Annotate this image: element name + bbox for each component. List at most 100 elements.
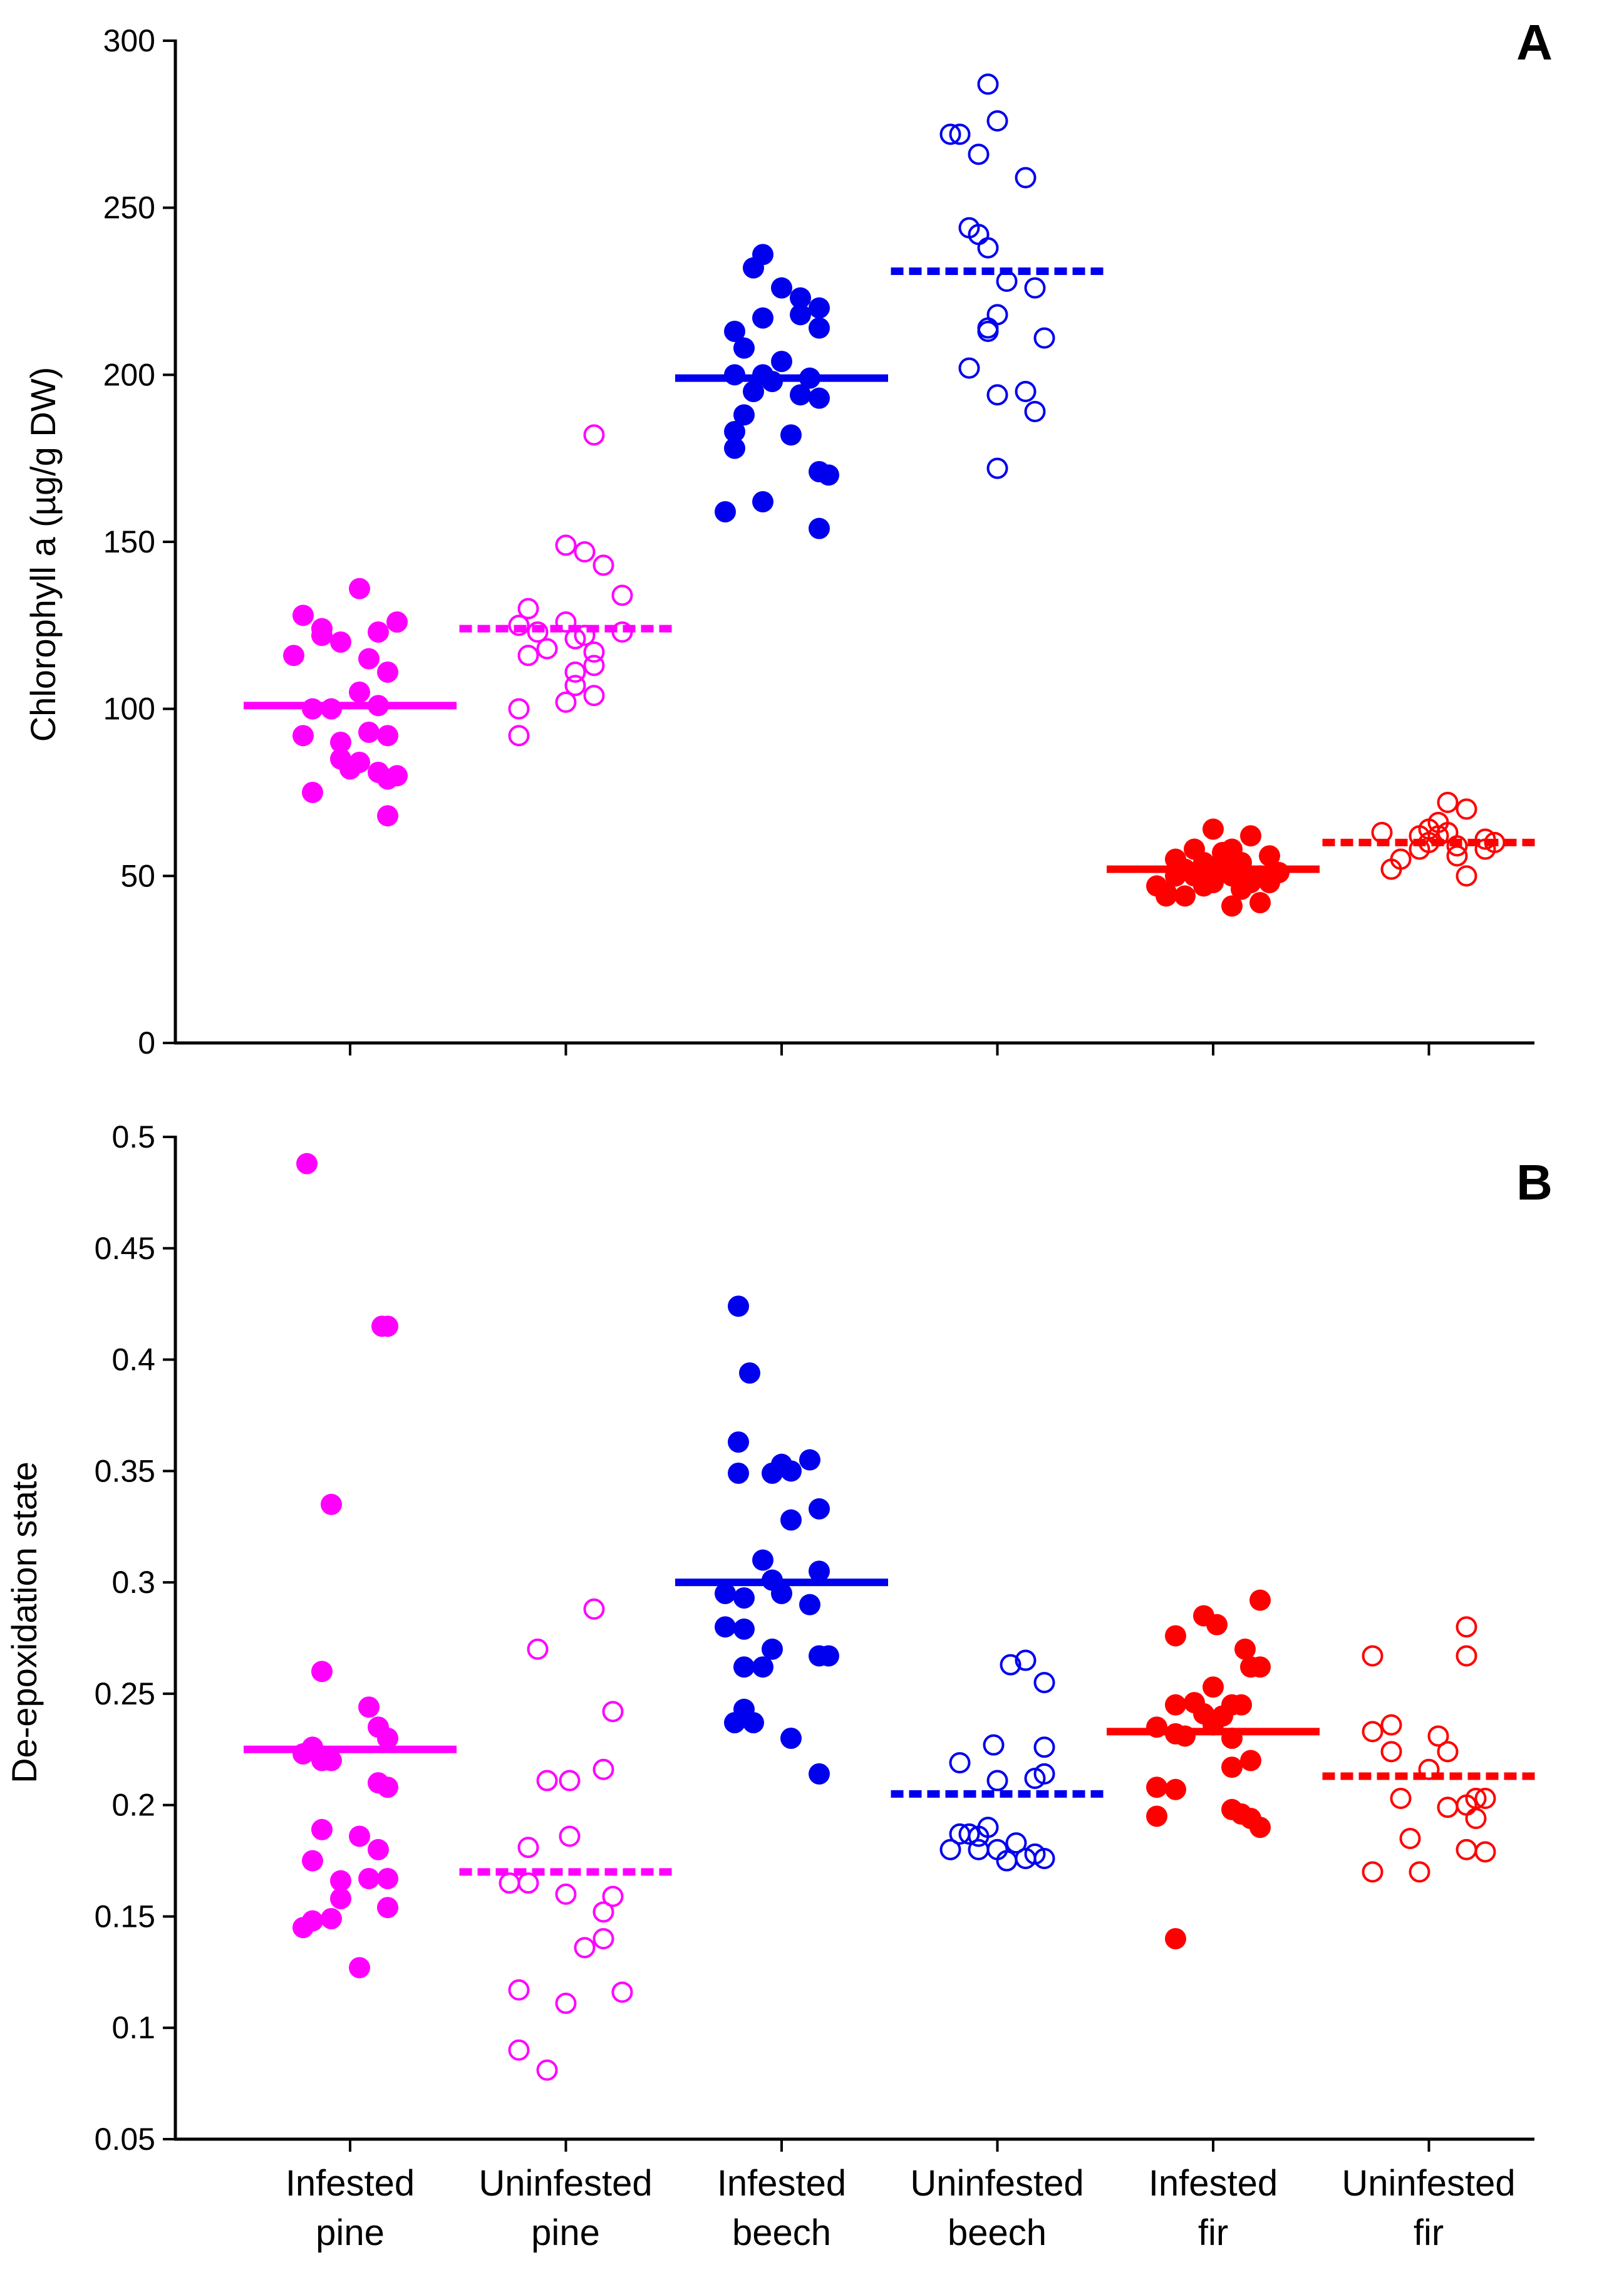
panel-b-data-point: [377, 1776, 398, 1798]
panel-a-y-tick-label: 200: [103, 357, 155, 392]
panel-b-data-point: [377, 1315, 398, 1337]
panel-a-data-point: [818, 464, 839, 486]
panel-b-data-point: [739, 1362, 760, 1384]
panel-a-data-point: [790, 287, 811, 309]
panel-a-data-point: [1418, 818, 1440, 840]
panel-a-data-point: [527, 621, 549, 643]
panel-a-data-point: [583, 655, 605, 677]
panel-a-data-point: [311, 625, 333, 646]
panel-b-data-point: [321, 1493, 342, 1515]
panel-a-data-point: [724, 437, 745, 459]
panel-b-data-point: [809, 1763, 830, 1785]
category-label-3-line1: Infested: [717, 2163, 846, 2204]
panel-b-data-point: [1465, 1808, 1487, 1829]
panel-b-y-tick-label: 0.1: [111, 2010, 155, 2045]
panel-a-data-point: [790, 384, 811, 406]
panel-b-data-point: [728, 1431, 749, 1453]
category-label-1-line1: Infested: [286, 2163, 415, 2204]
panel-a-data-point: [1202, 818, 1224, 840]
panel-b-data-point: [1456, 1616, 1477, 1638]
panel-b-data-point: [349, 1825, 370, 1847]
panel-b-data-point: [517, 1837, 539, 1859]
panel-a-data-point: [977, 73, 999, 95]
panel-b-data-point: [1399, 1828, 1421, 1849]
panel-b-data-point: [559, 1825, 581, 1847]
panel-a-data-point: [377, 725, 398, 747]
panel-a-data-point: [977, 237, 999, 259]
panel-b-data-point: [1390, 1788, 1412, 1809]
category-label-6-line2: fir: [1414, 2212, 1444, 2253]
panel-b-data-point: [743, 1712, 764, 1734]
panel-b-data-point: [349, 1957, 370, 1979]
panel-b-label: B: [1516, 1154, 1553, 1210]
panel-b-data-point: [1033, 1763, 1055, 1785]
panel-b-data-point: [762, 1638, 783, 1660]
panel-b-data-point: [1240, 1750, 1261, 1771]
panel-b-y-tick-label: 0.4: [111, 1342, 155, 1377]
panel-a-data-point: [1165, 848, 1186, 870]
panel-a-data-point: [555, 692, 577, 713]
panel-a-data-point: [958, 357, 980, 379]
panel-b-data-point: [311, 1818, 333, 1840]
panel-a-data-point: [1259, 845, 1280, 867]
category-labels: Infested pine Uninfested pine Infested b…: [286, 2163, 1516, 2253]
panel-a-data-point: [1221, 895, 1243, 917]
panel-a-data-point: [780, 424, 802, 446]
panel-b-data-point: [818, 1645, 839, 1667]
panel-b-data-point: [1202, 1676, 1224, 1698]
panel-b-data-point: [762, 1462, 783, 1484]
panel-a-data-point: [349, 682, 370, 703]
panel-a-data-point: [986, 110, 1008, 132]
panel-b-data-point: [799, 1449, 820, 1471]
panel-a-data-point: [611, 584, 633, 606]
panel-a-data-point: [1221, 838, 1243, 860]
panel-b-y-tick-label: 0.15: [95, 1899, 155, 1934]
panel-a-data-point: [743, 381, 764, 402]
panel-a-data-point: [949, 123, 971, 145]
panel-b-y-tick-label: 0.25: [95, 1676, 155, 1711]
panel-b-data-point: [1206, 1614, 1228, 1636]
panel-a-data-point: [358, 722, 380, 743]
panel-a-data-point: [809, 517, 830, 539]
panel-b-data-point: [1234, 1638, 1256, 1660]
panel-b-data-point: [733, 1656, 755, 1678]
category-label-1-line2: pine: [316, 2212, 385, 2253]
category-label-2-line1: Uninfested: [478, 2163, 652, 2204]
panel-b-data-point: [292, 1917, 314, 1939]
category-label-4-line1: Uninfested: [910, 2163, 1084, 2204]
panel-a-data-point: [1446, 845, 1468, 867]
panel-b-data-point: [321, 1908, 342, 1929]
panel-a-y-tick-label: 0: [138, 1025, 155, 1061]
panel-b-data-point: [1005, 1832, 1027, 1854]
panel-a-y-axis-title: Chlorophyll a (µg/g DW): [23, 367, 63, 742]
panel-b-data-point: [728, 1295, 749, 1317]
panel-b-data-point: [508, 2039, 530, 2061]
panel-a-data-point: [733, 404, 755, 426]
panel-b-data-point: [296, 1153, 318, 1175]
panel-a-data-point: [292, 604, 314, 626]
panel-b-data-point: [733, 1618, 755, 1640]
panel-b-data-point: [602, 1885, 624, 1907]
panel-a-data-point: [330, 732, 351, 753]
panel-b-data-point: [752, 1549, 773, 1571]
panel-b-data-point: [602, 1701, 624, 1723]
panel-b-data-point: [536, 2059, 558, 2081]
panel-a-data-point: [724, 321, 745, 342]
panel-b-data-point: [555, 1883, 577, 1905]
panel-a-y-tick-label: 100: [103, 692, 155, 727]
panel-b-y-tick-label: 0.3: [111, 1565, 155, 1600]
category-label-3-line2: beech: [732, 2212, 831, 2253]
panel-b-data-point: [1380, 1714, 1402, 1736]
panel-b-data-point: [939, 1838, 961, 1860]
panel-b-data-point: [1362, 1645, 1384, 1667]
panel-a-data-point: [715, 501, 736, 522]
panel-a-data-point: [1231, 878, 1252, 900]
panel-b-data-point: [527, 1638, 549, 1660]
panel-a-data-point: [358, 648, 380, 670]
panel-a-data-point: [1033, 327, 1055, 349]
panel-b-data-point: [1380, 1741, 1402, 1763]
panel-b-data-point: [724, 1712, 745, 1734]
panel-a-data-point: [349, 578, 370, 599]
panel-a-data-point: [508, 725, 530, 747]
